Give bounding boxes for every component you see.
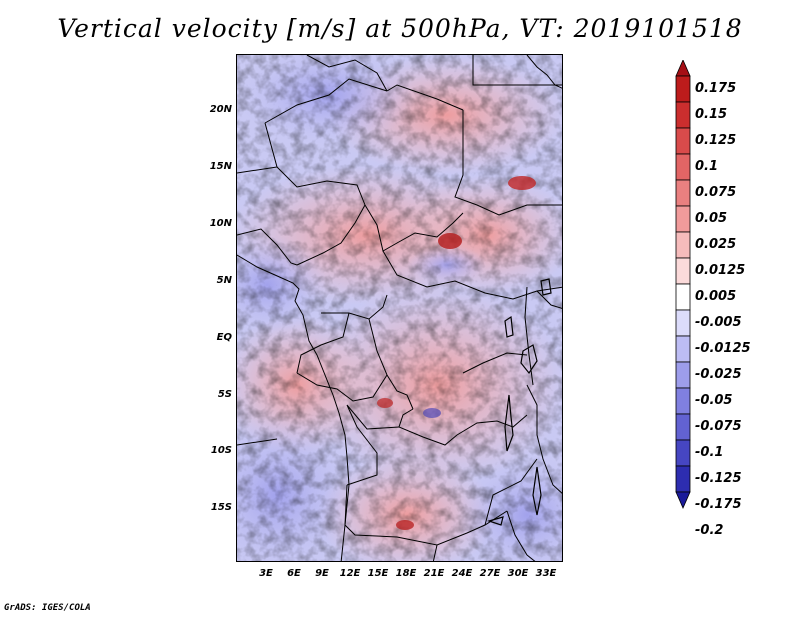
lat-tick-label: 10N — [209, 218, 232, 229]
colorbar-label: -0.2 — [695, 523, 724, 538]
colorbar-label: 0.05 — [695, 211, 728, 226]
colorbar-segment — [675, 335, 691, 363]
colorbar-label: -0.125 — [695, 471, 742, 486]
colorbar-label: 0.1 — [695, 159, 719, 174]
colorbar-label: 0.075 — [695, 185, 737, 200]
colorbar-label: -0.075 — [695, 419, 742, 434]
lon-tick-label: 6E — [287, 568, 301, 579]
colorbar-segment — [675, 179, 691, 207]
colorbar-segment — [675, 231, 691, 259]
lat-tick-label: EQ — [216, 332, 232, 343]
lake-tanganyika — [504, 394, 514, 452]
updraft-core — [377, 398, 393, 408]
lon-tick-label: 27E — [479, 568, 501, 579]
colorbar-label: -0.0125 — [695, 341, 751, 356]
coastline — [237, 254, 350, 561]
map-canvas — [237, 55, 562, 561]
colorbar-segment — [675, 60, 691, 77]
field-texture — [237, 55, 562, 561]
downdraft-core — [423, 408, 441, 418]
colorbar-label: 0.025 — [695, 237, 737, 252]
colorbar-segment — [675, 361, 691, 389]
colorbar-label: -0.05 — [695, 393, 733, 408]
updraft-core — [508, 176, 536, 190]
lat-tick-label: 5N — [216, 275, 232, 286]
colorbar-label: -0.025 — [695, 367, 742, 382]
colorbar-label: 0.15 — [695, 107, 728, 122]
lake-albert — [504, 315, 514, 338]
lon-tick-label: 3E — [259, 568, 273, 579]
colorbar-segment — [675, 283, 691, 311]
lat-tick-label: 5S — [217, 389, 232, 400]
colorbar-segment — [675, 257, 691, 285]
colorbar-segment — [675, 75, 691, 103]
colorbar — [675, 60, 691, 509]
lat-tick-label: 15N — [209, 161, 232, 172]
lake-kariba — [486, 516, 504, 526]
lon-tick-label: 24E — [451, 568, 473, 579]
updraft-core — [396, 520, 414, 530]
lon-tick-label: 30E — [507, 568, 529, 579]
lon-tick-label: 21E — [423, 568, 445, 579]
colorbar-segment — [675, 413, 691, 441]
colorbar-segment — [675, 309, 691, 337]
lat-tick-label: 10S — [210, 445, 232, 456]
lat-tick-label: 20N — [209, 104, 232, 115]
lon-tick-label: 15E — [367, 568, 389, 579]
lon-tick-label: 12E — [339, 568, 361, 579]
grads-credit: GrADS: IGES/COLA — [4, 603, 91, 613]
colorbar-label: 0.125 — [695, 133, 737, 148]
lon-tick-label: 9E — [315, 568, 329, 579]
colorbar-segment — [675, 101, 691, 129]
colorbar-segment — [675, 465, 691, 493]
colorbar-label: -0.005 — [695, 315, 742, 330]
colorbar-segment — [675, 387, 691, 415]
lon-tick-label: 33E — [535, 568, 557, 579]
colorbar-label: -0.1 — [695, 445, 724, 460]
colorbar-segment — [675, 127, 691, 155]
map-panel — [236, 54, 563, 562]
lat-tick-label: 15S — [210, 502, 232, 513]
updraft-core — [438, 233, 462, 249]
lake-turkana — [540, 278, 552, 296]
lake-malawi — [532, 466, 542, 516]
colorbar-label: 0.175 — [695, 81, 737, 96]
colorbar-segment — [675, 153, 691, 181]
colorbar-segment — [675, 491, 691, 509]
map-title: Vertical velocity [m/s] at 500hPa, VT: 2… — [57, 14, 743, 43]
lon-tick-label: 18E — [395, 568, 417, 579]
colorbar-label: 0.005 — [695, 289, 737, 304]
coastline — [526, 55, 562, 89]
country-borders — [237, 55, 562, 561]
lake-victoria — [520, 344, 538, 375]
colorbar-label: 0.0125 — [695, 263, 746, 278]
lakes — [486, 278, 552, 526]
colorbar-label: -0.175 — [695, 497, 742, 512]
colorbar-segment — [675, 439, 691, 467]
colorbar-segment — [675, 205, 691, 233]
